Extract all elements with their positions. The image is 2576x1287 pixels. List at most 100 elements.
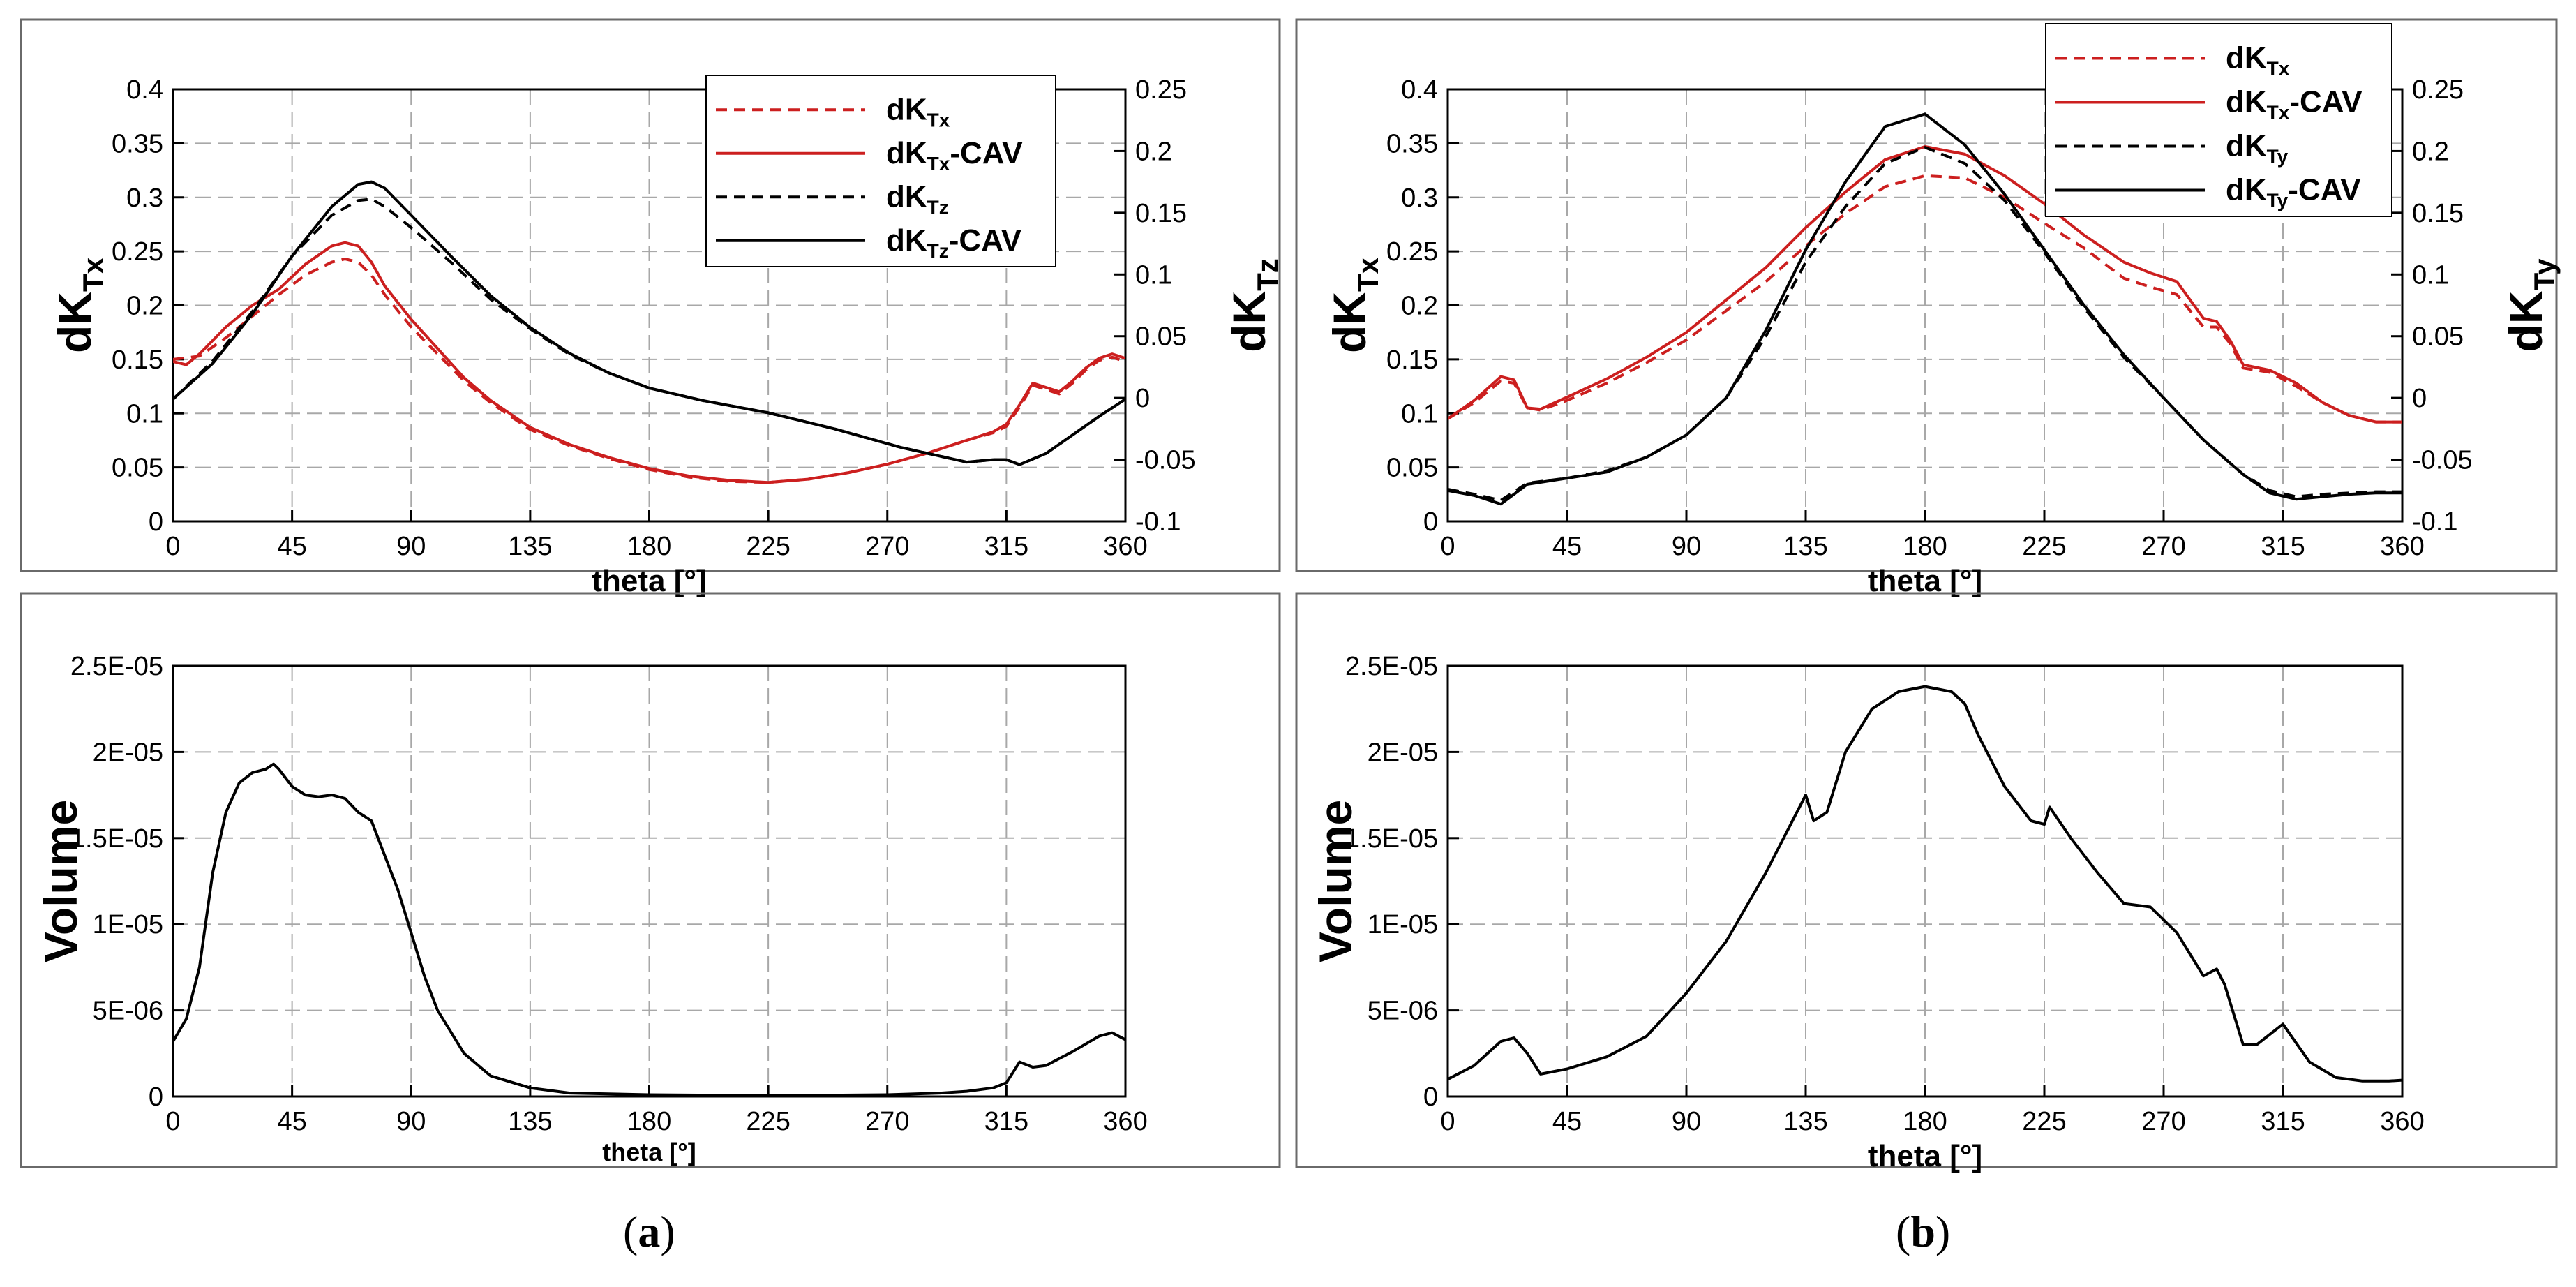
y2-axis-label: dKTz xyxy=(1223,258,1284,352)
legend-entry: dKTy xyxy=(2226,129,2289,168)
y-tick-label: 0 xyxy=(149,1083,163,1112)
y-tick-label: 0.25 xyxy=(112,237,163,267)
legend: dKTx dKTx-CAV dKTy dKTy-CAV xyxy=(2045,23,2392,217)
y-tick-label: 0.1 xyxy=(126,399,163,429)
y-tick-label: 1.5E-05 xyxy=(70,824,163,854)
x-tick-label: 0 xyxy=(1440,532,1455,561)
y2-tick-label: 0.15 xyxy=(1135,199,1187,228)
chart-b-top: 0 45 90 135 180 225 270 315 360 0 0.05 0.1 0.15 0.2 0.… xyxy=(1295,18,2561,598)
x-tick-label: 135 xyxy=(508,532,552,561)
y-tick-label: 0 xyxy=(149,507,163,537)
y2-tick-label: -0.1 xyxy=(1135,507,1181,537)
y2-tick-label: 0.1 xyxy=(2412,260,2449,290)
panel-frame xyxy=(1295,592,2558,1168)
volume-line xyxy=(1448,685,2402,1083)
y-tick-label: 0.3 xyxy=(1401,184,1438,213)
grid xyxy=(173,666,1125,1096)
y-tick-label: 0.3 xyxy=(126,184,163,213)
series-group xyxy=(1448,112,2402,506)
chart-a-bottom: 0 45 90 135 180 225 270 315 360 0 5E-06 1E-05 1.5E-0… xyxy=(20,592,1281,1168)
legend-entry: dKTx xyxy=(886,92,950,131)
y-tick-label: 1.5E-05 xyxy=(1345,824,1438,854)
y-tick-label: 0.2 xyxy=(126,292,163,321)
legend-entry: dKTy-CAV xyxy=(2226,173,2361,211)
x-tick-label: 90 xyxy=(1672,532,1701,561)
x-tick-label: 360 xyxy=(1103,532,1147,561)
legend-entry: dKTx-CAV xyxy=(886,136,1023,174)
x-axis-label: theta [°] xyxy=(1868,1139,1982,1173)
x-tick-label: 270 xyxy=(865,532,909,561)
x-tick-label: 90 xyxy=(396,1107,426,1136)
y-tick-label: 0 xyxy=(1423,1083,1438,1112)
legend-entry: dKTz xyxy=(886,179,949,218)
x-tick-label: 45 xyxy=(1552,1107,1582,1136)
panel-frame xyxy=(20,592,1281,1168)
x-tick-label: 180 xyxy=(627,532,671,561)
series-group xyxy=(173,762,1125,1096)
x-tick-label: 360 xyxy=(1103,1107,1147,1136)
caption-b: (b) xyxy=(1896,1207,1951,1256)
x-tick-label: 180 xyxy=(1903,1107,1947,1136)
x-tick-label: 0 xyxy=(165,532,180,561)
x-tick-label: 135 xyxy=(508,1107,552,1136)
y-tick-label: 0.15 xyxy=(1386,345,1438,375)
x-tick-label: 0 xyxy=(1440,1107,1455,1136)
y2-tick-label: -0.1 xyxy=(2412,507,2457,537)
x-tick-label: 315 xyxy=(2261,532,2305,561)
y-tick-label: 0.2 xyxy=(1401,292,1438,321)
x-tick-label: 135 xyxy=(1783,1107,1827,1136)
y-tick-label: 0.15 xyxy=(112,345,163,375)
y2-tick-label: -0.05 xyxy=(1135,446,1196,475)
x-tick-label: 90 xyxy=(396,532,426,561)
panel-frame xyxy=(20,18,1281,572)
y-tick-label: 2E-05 xyxy=(93,738,163,767)
panel-frame xyxy=(1295,18,2558,572)
x-tick-label: 45 xyxy=(1552,532,1582,561)
legend-entry: dKTx xyxy=(2226,41,2290,80)
x-tick-label: 270 xyxy=(865,1107,909,1136)
y2-tick-label: 0.05 xyxy=(1135,322,1187,352)
dktx-cav-line xyxy=(173,241,1125,484)
dktz-cav-line xyxy=(173,180,1125,466)
legend-box xyxy=(705,75,1056,267)
chart-a-top: 0 45 90 135 180 225 270 315 360 0 0.05 0.1 0.15 0.2 0.… xyxy=(20,18,1284,598)
y-tick-label: 1E-05 xyxy=(1368,910,1438,939)
series-group xyxy=(173,180,1125,484)
legend-entry: dKTz-CAV xyxy=(886,223,1022,262)
y-tick-label: 0 xyxy=(1423,507,1438,537)
x-tick-label: 225 xyxy=(2022,1107,2066,1136)
y-tick-label: 0.35 xyxy=(112,129,163,158)
y-tick-label: 0.25 xyxy=(1386,237,1438,267)
x-tick-label: 225 xyxy=(746,532,790,561)
x-tick-label: 315 xyxy=(984,1107,1028,1136)
x-tick-label: 360 xyxy=(2380,1107,2424,1136)
x-axis-label: theta [°] xyxy=(602,1138,696,1166)
dktx-cav-line xyxy=(1448,145,2402,424)
y-tick-label: 5E-06 xyxy=(93,997,163,1026)
y-axis-label: Volume xyxy=(1310,800,1361,962)
y-tick-label: 0.05 xyxy=(112,454,163,483)
y-tick-label: 1E-05 xyxy=(93,910,163,939)
y2-tick-label: -0.05 xyxy=(2412,446,2473,475)
grid xyxy=(1448,666,2402,1096)
y-tick-label: 0.35 xyxy=(1386,129,1438,158)
y-axis-label: dKTx xyxy=(1324,257,1384,353)
y-tick-label: 5E-06 xyxy=(1368,997,1438,1026)
y-axis-label: dKTx xyxy=(49,257,110,353)
x-tick-label: 225 xyxy=(746,1107,790,1136)
y2-tick-label: 0.25 xyxy=(2412,75,2464,105)
x-tick-label: 135 xyxy=(1783,532,1827,561)
dktx-line xyxy=(1448,174,2402,424)
y2-tick-label: 0 xyxy=(2412,384,2427,413)
chart-b-bottom: 0 45 90 135 180 225 270 315 360 0 5E-06 1E-05 1.5E-0… xyxy=(1295,592,2558,1173)
x-tick-label: 315 xyxy=(2261,1107,2305,1136)
x-tick-label: 90 xyxy=(1672,1107,1701,1136)
y2-tick-label: 0.25 xyxy=(1135,75,1187,105)
x-tick-label: 360 xyxy=(2380,532,2424,561)
x-tick-label: 180 xyxy=(1903,532,1947,561)
dkty-cav-line xyxy=(1448,112,2402,506)
y2-tick-label: 0.15 xyxy=(2412,199,2464,228)
legend-box xyxy=(2045,23,2392,217)
y-axis-label: Volume xyxy=(35,800,87,962)
caption-a: (a) xyxy=(623,1207,675,1256)
